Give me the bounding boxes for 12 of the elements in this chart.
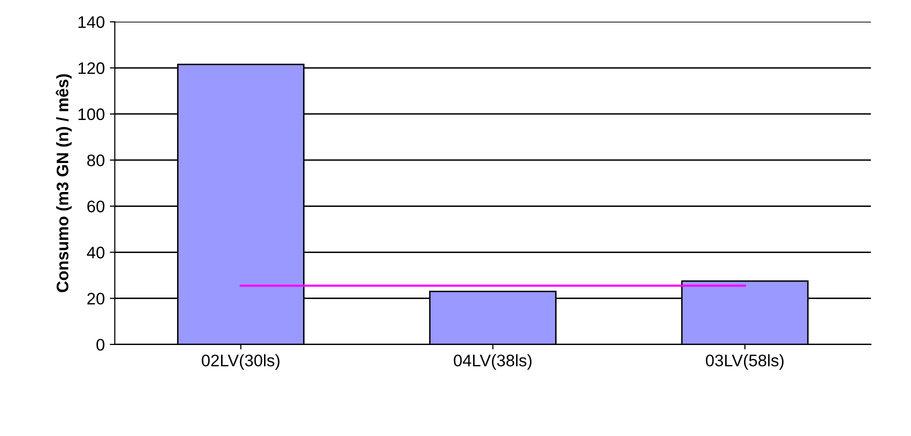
y-tick-label: 60: [87, 200, 104, 212]
x-tick-label: 02LV(30ls): [202, 354, 280, 370]
y-tick-label: 40: [86, 246, 104, 258]
y-tick-label: 80: [87, 154, 104, 166]
y-tick-label: 20: [87, 292, 104, 305]
y-tick-label: 120: [78, 62, 104, 74]
y-tick-label: 100: [78, 108, 104, 120]
y-axis-title: Consumo (m3 GN (n) / mês): [56, 74, 72, 292]
y-tick-label: 0: [96, 338, 104, 351]
y-tick-label: 140: [78, 16, 104, 28]
x-tick-label: 03LV(58ls): [706, 354, 784, 370]
x-tick-label: 04LV(38ls): [454, 354, 532, 370]
